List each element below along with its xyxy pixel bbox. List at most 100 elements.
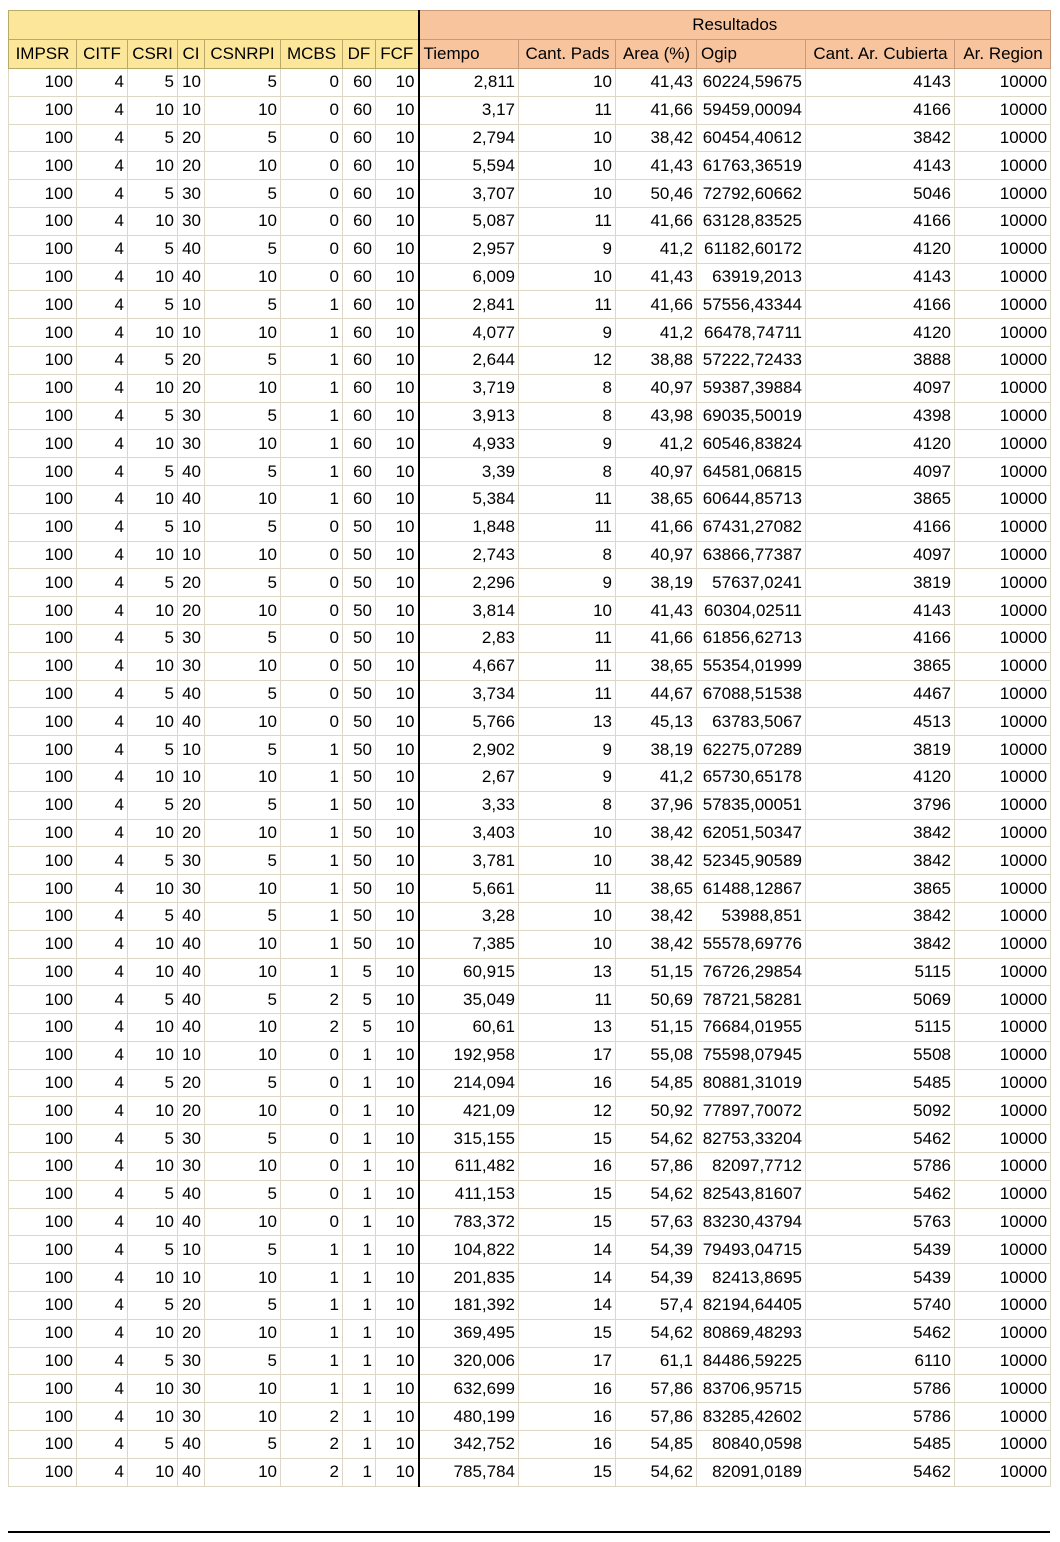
- table-cell[interactable]: 40: [177, 707, 205, 737]
- table-cell[interactable]: 10: [375, 484, 420, 514]
- table-cell[interactable]: 54,62: [615, 1124, 697, 1154]
- table-cell[interactable]: 38,42: [615, 901, 697, 931]
- table-cell[interactable]: 50: [342, 596, 376, 625]
- table-cell[interactable]: 0: [280, 179, 343, 208]
- table-cell[interactable]: 10: [375, 262, 420, 292]
- table-cell[interactable]: 4: [76, 651, 128, 681]
- table-cell[interactable]: 10000: [953, 929, 1052, 959]
- table-cell[interactable]: 10000: [953, 596, 1052, 625]
- table-cell[interactable]: 38,42: [615, 929, 697, 959]
- table-cell[interactable]: 10: [375, 512, 420, 542]
- table-cell[interactable]: 100: [8, 540, 77, 570]
- table-cell[interactable]: 10: [177, 290, 205, 320]
- table-cell[interactable]: 84486,59225: [696, 1346, 806, 1376]
- table-cell[interactable]: 10: [204, 1263, 281, 1293]
- table-cell[interactable]: 0: [280, 1068, 343, 1098]
- table-cell[interactable]: 5: [204, 512, 281, 542]
- table-cell[interactable]: 10: [127, 373, 178, 403]
- table-cell[interactable]: 38,88: [615, 345, 697, 375]
- table-cell[interactable]: 43,98: [615, 401, 697, 431]
- table-cell[interactable]: 30: [177, 401, 205, 431]
- table-cell[interactable]: 59387,39884: [696, 373, 806, 403]
- table-cell[interactable]: 4: [76, 790, 128, 820]
- table-cell[interactable]: 10: [375, 1235, 420, 1265]
- table-cell[interactable]: 50: [342, 540, 376, 570]
- table-cell[interactable]: 2,296: [418, 568, 519, 598]
- table-cell[interactable]: 4: [76, 234, 128, 264]
- table-cell[interactable]: 100: [8, 957, 77, 987]
- table-cell[interactable]: 4467: [805, 679, 955, 709]
- table-cell[interactable]: 4: [76, 373, 128, 403]
- table-cell[interactable]: 1: [280, 318, 343, 347]
- table-cell[interactable]: 5: [127, 1346, 178, 1376]
- table-cell[interactable]: 67431,27082: [696, 512, 806, 542]
- table-cell[interactable]: 4: [76, 957, 128, 987]
- table-cell[interactable]: 4: [76, 123, 128, 153]
- table-cell[interactable]: 10: [375, 957, 420, 987]
- table-cell[interactable]: 10: [177, 1235, 205, 1265]
- table-cell[interactable]: 83230,43794: [696, 1207, 806, 1237]
- table-cell[interactable]: 60: [342, 401, 376, 431]
- table-cell[interactable]: 1: [280, 1346, 343, 1376]
- table-cell[interactable]: 4: [76, 1263, 128, 1293]
- table-cell[interactable]: 38,42: [615, 818, 697, 848]
- table-cell[interactable]: 9: [518, 318, 616, 347]
- table-cell[interactable]: 10: [177, 512, 205, 542]
- table-cell[interactable]: 2: [280, 1013, 343, 1042]
- table-cell[interactable]: 63866,77387: [696, 540, 806, 570]
- table-cell[interactable]: 5: [127, 1068, 178, 1098]
- table-cell[interactable]: 5: [127, 345, 178, 375]
- column-header-impsr[interactable]: IMPSR: [8, 39, 77, 69]
- table-cell[interactable]: 10: [127, 1152, 178, 1181]
- table-cell[interactable]: 60454,40612: [696, 123, 806, 153]
- table-cell[interactable]: 4: [76, 318, 128, 347]
- table-cell[interactable]: 100: [8, 290, 77, 320]
- table-cell[interactable]: 4: [76, 429, 128, 459]
- table-cell[interactable]: 40: [177, 679, 205, 709]
- table-cell[interactable]: 2,841: [418, 290, 519, 320]
- table-cell[interactable]: 4: [76, 1124, 128, 1154]
- table-cell[interactable]: 5: [204, 123, 281, 153]
- table-cell[interactable]: 2,743: [418, 540, 519, 570]
- table-cell[interactable]: 10: [204, 95, 281, 125]
- table-cell[interactable]: 10: [518, 151, 616, 181]
- table-cell[interactable]: 4,933: [418, 429, 519, 459]
- table-cell[interactable]: 10: [204, 762, 281, 792]
- table-cell[interactable]: 10000: [953, 1207, 1052, 1237]
- table-cell[interactable]: 4143: [805, 596, 955, 625]
- table-cell[interactable]: 15: [518, 1124, 616, 1154]
- table-cell[interactable]: 5462: [805, 1318, 955, 1348]
- table-cell[interactable]: 10: [518, 846, 616, 876]
- table-cell[interactable]: 10000: [953, 623, 1052, 653]
- table-cell[interactable]: 10: [127, 262, 178, 292]
- table-cell[interactable]: 2: [280, 1430, 343, 1459]
- table-cell[interactable]: 41,66: [615, 95, 697, 125]
- table-cell[interactable]: 100: [8, 735, 77, 764]
- table-cell[interactable]: 64581,06815: [696, 457, 806, 486]
- table-cell[interactable]: 17: [518, 1346, 616, 1376]
- table-cell[interactable]: 50: [342, 846, 376, 876]
- table-cell[interactable]: 1: [280, 290, 343, 320]
- table-cell[interactable]: 10: [127, 1263, 178, 1293]
- table-cell[interactable]: 342,752: [418, 1430, 519, 1459]
- table-cell[interactable]: 35,049: [418, 985, 519, 1015]
- table-cell[interactable]: 10: [204, 1374, 281, 1404]
- table-cell[interactable]: 5: [127, 985, 178, 1015]
- table-cell[interactable]: 5: [204, 679, 281, 709]
- table-cell[interactable]: 10000: [953, 874, 1052, 903]
- table-cell[interactable]: 100: [8, 1124, 77, 1154]
- table-cell[interactable]: 10: [375, 985, 420, 1015]
- table-cell[interactable]: 10000: [953, 1013, 1052, 1042]
- table-cell[interactable]: 83706,95715: [696, 1374, 806, 1404]
- table-cell[interactable]: 4166: [805, 290, 955, 320]
- table-cell[interactable]: 1: [342, 1430, 376, 1459]
- table-cell[interactable]: 100: [8, 151, 77, 181]
- table-cell[interactable]: 54,62: [615, 1457, 697, 1487]
- table-cell[interactable]: 20: [177, 151, 205, 181]
- table-cell[interactable]: 6,009: [418, 262, 519, 292]
- table-cell[interactable]: 1: [280, 790, 343, 820]
- table-cell[interactable]: 0: [280, 512, 343, 542]
- table-cell[interactable]: 40,97: [615, 373, 697, 403]
- table-cell[interactable]: 1: [342, 1124, 376, 1154]
- table-cell[interactable]: 57,4: [615, 1291, 697, 1320]
